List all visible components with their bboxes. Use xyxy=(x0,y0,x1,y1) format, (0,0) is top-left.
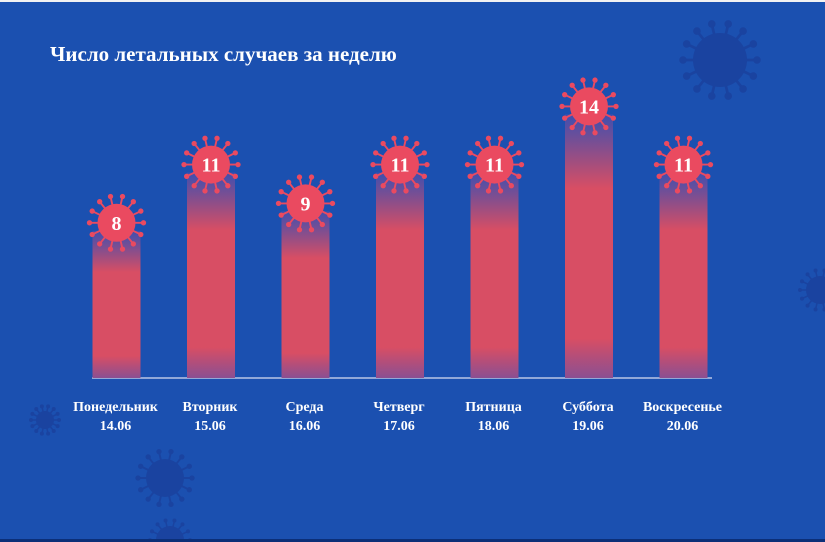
bar xyxy=(565,114,613,379)
date-label: 15.06 xyxy=(194,419,226,434)
virus-icon xyxy=(370,135,430,194)
date-label: 20.06 xyxy=(667,419,699,434)
data-label: 9 xyxy=(301,193,311,215)
category-labels-group: Понедельник 14.06 Вторник 15.06 Среда 16.06 Че… xyxy=(73,400,722,434)
background-virus-icon xyxy=(679,20,761,100)
virus-icon xyxy=(653,135,714,194)
background-virus-icon xyxy=(29,404,61,436)
bar xyxy=(659,172,708,378)
virus-icon xyxy=(275,174,336,233)
data-label: 11 xyxy=(391,155,410,177)
background-virus-icon xyxy=(135,449,195,507)
top-edge xyxy=(0,0,825,2)
category-label: Среда xyxy=(285,400,323,415)
background-virus-icon xyxy=(798,268,825,312)
data-label: 14 xyxy=(579,96,599,118)
category-label: Пятница xyxy=(465,400,522,415)
data-label: 11 xyxy=(674,155,693,177)
category-label: Понедельник xyxy=(73,400,159,415)
data-label: 11 xyxy=(202,155,221,177)
data-label: 8 xyxy=(112,213,122,235)
date-label: 19.06 xyxy=(572,419,604,434)
bar xyxy=(281,211,330,378)
bar xyxy=(187,172,235,378)
date-label: 18.06 xyxy=(478,419,510,434)
bar xyxy=(470,172,519,378)
data-label: 11 xyxy=(485,155,504,177)
bar xyxy=(376,172,424,378)
bar xyxy=(92,230,141,378)
date-label: 16.06 xyxy=(289,419,321,434)
background-decor xyxy=(29,20,825,542)
bars-group xyxy=(92,114,712,379)
value-markers-group: 8 11 9 11 11 14 11 xyxy=(86,77,714,252)
virus-icon xyxy=(559,77,619,136)
category-label: Воскресенье xyxy=(643,400,722,415)
virus-icon xyxy=(86,193,147,252)
category-label: Вторник xyxy=(182,400,238,415)
date-label: 14.06 xyxy=(100,419,132,434)
date-label: 17.06 xyxy=(383,419,415,434)
virus-icon xyxy=(464,135,525,194)
chart-title: Число летальных случаев за неделю xyxy=(50,42,397,66)
virus-icon xyxy=(181,135,241,194)
category-label: Четверг xyxy=(373,400,424,415)
category-label: Суббота xyxy=(562,400,613,415)
bottom-edge xyxy=(0,539,825,542)
